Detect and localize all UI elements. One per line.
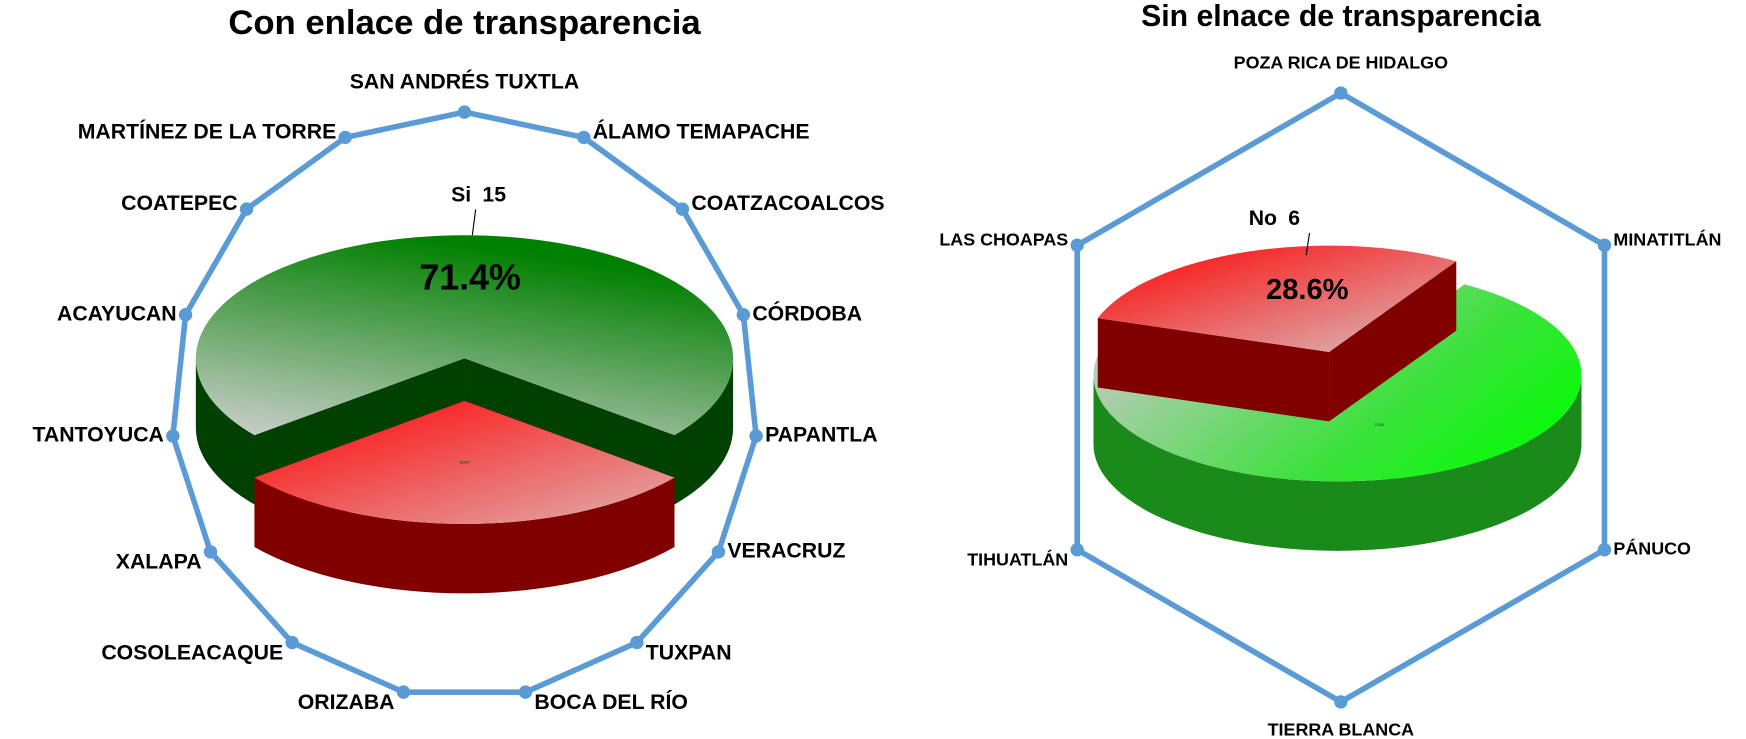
radar-point (457, 105, 472, 119)
radar-label: ORIZABA (298, 690, 395, 714)
callout-category: Si (451, 183, 471, 207)
pie-side (1093, 375, 1582, 551)
pie-side (254, 477, 675, 594)
pie-slice (1097, 245, 1457, 352)
radar-line (170, 109, 759, 695)
callout-line (471, 209, 477, 236)
radar-point (518, 685, 533, 699)
radar-label: SAN ANDRÉS TUXTLA (350, 69, 579, 94)
radar-label: MARTÍNEZ DE LA TORRE (78, 119, 337, 144)
percent-label: 28.6% (1266, 274, 1349, 306)
radar-label: VERACRUZ (727, 539, 845, 563)
radar-point (630, 635, 644, 650)
callout-category: No (1249, 206, 1277, 230)
radar-point (1597, 238, 1612, 252)
radar-label: BOCA DEL RÍO (534, 689, 687, 714)
pie-wall (1097, 318, 1330, 422)
radar-point (285, 635, 299, 650)
radar-point (736, 307, 751, 322)
radar-point (239, 202, 254, 216)
percent-label: 71.4% (419, 257, 521, 297)
radar-point (711, 545, 726, 559)
percent-label-small: 28.6% (460, 460, 470, 464)
radar-label: XALAPA (116, 550, 202, 574)
radar-label: COATZACOALCOS (691, 191, 884, 215)
radar-point (1597, 542, 1612, 557)
radar-point (166, 429, 180, 443)
callout-value: 6 (1288, 206, 1300, 230)
radar-point (1070, 542, 1084, 557)
pie-side (674, 358, 734, 505)
radar-label: PÁNUCO (1613, 537, 1691, 558)
radar-point (178, 307, 193, 322)
pie-slice (195, 235, 734, 436)
pie-slice-group (1097, 245, 1457, 422)
radar-point (577, 130, 591, 145)
radar-label: TUXPAN (646, 640, 732, 664)
radar-label: ÁLAMO TEMAPACHE (593, 119, 810, 144)
radar-point (1334, 695, 1348, 709)
radar-label: PAPANTLA (765, 423, 878, 447)
radar-point (338, 130, 352, 145)
pie-slice (254, 400, 675, 524)
radar-label: TANTOYUCA (32, 423, 163, 447)
radar-label: CÓRDOBA (752, 300, 862, 325)
pie-slice-group (254, 400, 675, 594)
callout-value: 15 (482, 183, 506, 207)
radar-label: TIERRA BLANCA (1268, 720, 1415, 739)
radar-point (1334, 86, 1348, 100)
pie-side (195, 358, 255, 505)
radar-point (203, 545, 218, 559)
radar-label: ACAYUCAN (57, 301, 177, 325)
pie-wall (1329, 261, 1457, 422)
radar-label: POZA RICA DE HIDALGO (1234, 53, 1448, 73)
radar-point (749, 429, 763, 443)
radar-label: LAS CHOAPAS (939, 230, 1068, 250)
radar-point (675, 202, 690, 216)
radar-point (1070, 238, 1084, 252)
radar-point (396, 685, 411, 699)
percent-label-small: 71.4% (1374, 423, 1384, 427)
radar-label: COSOLEACAQUE (101, 640, 283, 664)
chart-title: Sin elnace de transparencia (1141, 0, 1541, 33)
radar-label: TIHUATLÁN (967, 549, 1068, 570)
callout-line (1305, 232, 1311, 256)
radar-label: COATEPEC (121, 191, 238, 215)
radar-label: MINATITLÁN (1613, 229, 1721, 250)
chart-title: Con enlace de transparencia (228, 4, 701, 42)
